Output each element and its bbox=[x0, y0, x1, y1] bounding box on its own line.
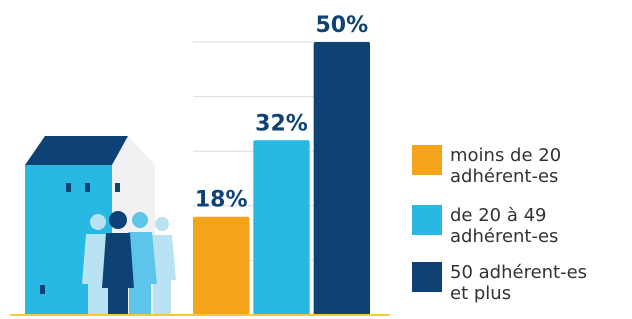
chart: 18% 32% 50% moins de 20 adhérent-es de 20 à… bbox=[0, 0, 632, 319]
legend-item: de 20 à 49 adhérent-es bbox=[412, 205, 600, 247]
legend-label: moins de 20 adhérent-es bbox=[450, 145, 600, 187]
legend-swatch bbox=[412, 262, 442, 292]
bar bbox=[314, 42, 370, 315]
bar bbox=[253, 140, 309, 315]
legend-swatch bbox=[412, 205, 442, 235]
value-label: 50% bbox=[315, 13, 368, 38]
illustration bbox=[25, 136, 176, 315]
legend-item: moins de 20 adhérent-es bbox=[412, 145, 600, 187]
legend-item: 50 adhérent-es et plus bbox=[412, 262, 600, 304]
value-label: 18% bbox=[195, 188, 248, 213]
legend-label: de 20 à 49 adhérent-es bbox=[450, 205, 600, 247]
bar bbox=[193, 217, 249, 315]
value-label: 32% bbox=[255, 111, 308, 136]
legend-label: 50 adhérent-es et plus bbox=[450, 262, 600, 304]
legend-swatch bbox=[412, 145, 442, 175]
